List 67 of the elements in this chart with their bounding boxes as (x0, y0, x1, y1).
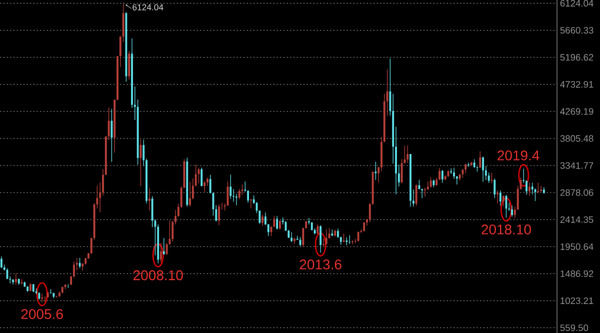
candlestick (160, 242, 162, 263)
candlestick (502, 195, 504, 207)
candlestick (189, 181, 191, 207)
annotation: 2013.6 (300, 260, 342, 270)
candlestick (482, 156, 484, 182)
annotation: 2008.10 (134, 270, 183, 280)
candlestick (424, 187, 426, 197)
candlestick (200, 167, 203, 187)
candlestick (406, 145, 409, 164)
y-tick-label: 4732.91 (560, 81, 594, 88)
candlestick (496, 190, 498, 204)
annotation: 2019.4 (498, 150, 540, 160)
candlestick (276, 216, 278, 230)
candlestick (464, 163, 467, 174)
candlestick (290, 232, 293, 242)
y-tick-label: 5660.33 (560, 27, 594, 34)
candlestick (415, 184, 418, 206)
y-tick-label: 3341.77 (560, 162, 594, 169)
annotation: 6124.04 (132, 4, 164, 10)
candlestick (204, 180, 206, 192)
candlestick (537, 182, 540, 194)
candlestick (348, 234, 351, 244)
y-tick-label: 6124.04 (560, 0, 594, 7)
y-tick-label: 4269.19 (560, 108, 594, 115)
y-tick-label: 559.50 (560, 324, 588, 332)
candlestick (293, 237, 296, 244)
candlestick (528, 182, 530, 196)
candlestick (511, 205, 513, 218)
candlestick (218, 204, 220, 226)
candlestick (273, 216, 276, 228)
candlestick (499, 190, 502, 206)
candlestick (540, 186, 542, 192)
candlestick (128, 50, 130, 80)
candlestick (316, 224, 319, 235)
candlestick (238, 188, 240, 200)
candlestick (368, 202, 371, 223)
candlestick (262, 214, 264, 226)
candlestick (421, 188, 424, 199)
candlestick (110, 108, 113, 162)
y-tick-label: 5196.62 (560, 54, 594, 61)
candlestick (241, 184, 244, 196)
candlestick (337, 228, 339, 238)
y-tick-label: 1486.92 (560, 270, 594, 277)
candlestick (162, 238, 165, 255)
candlestick (352, 240, 354, 245)
y-tick-label: 2878.06 (560, 189, 594, 196)
candlestick (15, 273, 17, 285)
candlestick (166, 242, 168, 255)
candlestick (430, 176, 432, 188)
candlestick (494, 178, 496, 198)
candlestick (140, 139, 142, 186)
candlestick (363, 222, 366, 232)
candlestick (148, 188, 150, 212)
annotation: 2018.10 (482, 224, 531, 234)
candlestick (0, 256, 2, 268)
y-tick-label: 1950.64 (560, 243, 594, 250)
candlestick (479, 150, 482, 168)
candlestick (320, 225, 322, 253)
candlestick (374, 161, 377, 180)
y-tick-label: 2414.35 (560, 216, 594, 223)
y-tick-label: 3805.48 (560, 135, 594, 142)
candlestick (441, 170, 444, 184)
y-tick-label: 1023.21 (560, 297, 594, 304)
candlestick (325, 228, 328, 246)
candlestick (250, 198, 252, 209)
annotation: 2005.6 (21, 309, 63, 320)
candlestick (230, 174, 232, 200)
